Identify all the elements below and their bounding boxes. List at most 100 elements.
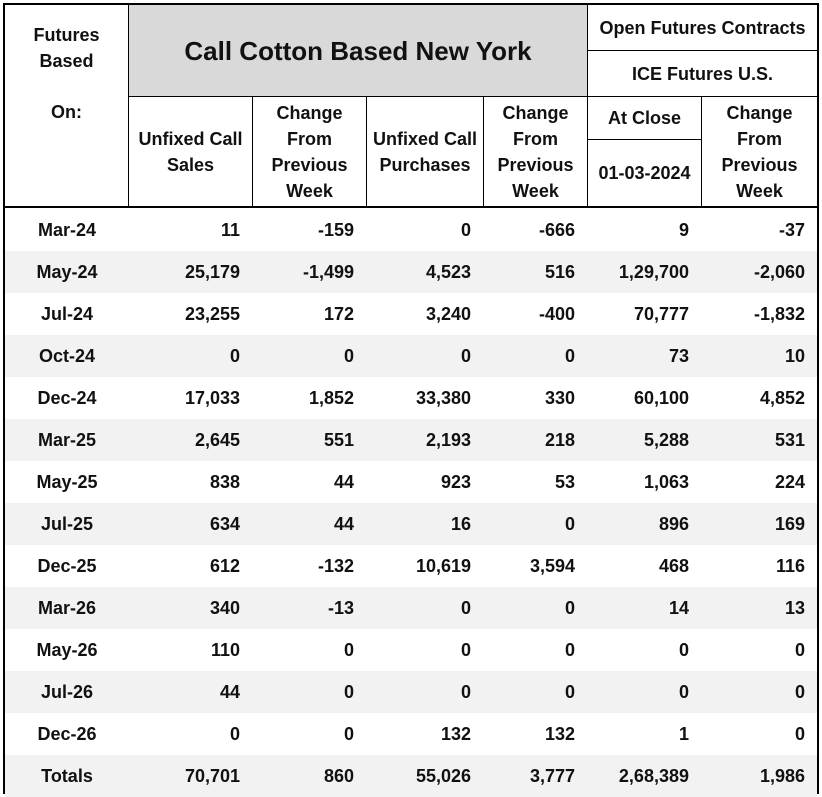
cell-purch: 33,380 bbox=[415, 388, 471, 408]
cell-purch: 10,619 bbox=[415, 556, 471, 576]
cell-close-chg: 13 bbox=[784, 598, 805, 618]
col-header-unfixed-purchases: Unfixed Call Purchases bbox=[367, 97, 484, 206]
row-label: Jul-24 bbox=[40, 304, 94, 324]
col-header-text: Sales bbox=[166, 154, 215, 175]
cell-sales-chg: 551 bbox=[323, 430, 354, 450]
at-close-text: At Close bbox=[607, 108, 681, 128]
table-row: May-25 838 44 923 53 1,063 224 bbox=[5, 461, 817, 503]
cell-close-chg: 0 bbox=[794, 682, 805, 702]
col-header-text: From bbox=[737, 128, 782, 149]
cell-close: 14 bbox=[668, 598, 689, 618]
cell-close-chg: -2,060 bbox=[753, 262, 805, 282]
table-row: Dec-26 0 0 132 132 1 0 bbox=[5, 713, 817, 755]
cell-purch: 3,240 bbox=[425, 304, 471, 324]
cell-sales-chg: -13 bbox=[327, 598, 354, 618]
cell-sales-chg: 0 bbox=[343, 724, 354, 744]
cell-purch: 16 bbox=[450, 514, 471, 534]
cell-purch-chg: 0 bbox=[564, 514, 575, 534]
row-label: Jul-26 bbox=[40, 682, 94, 702]
table-row: Mar-25 2,645 551 2,193 218 5,288 531 bbox=[5, 419, 817, 461]
row-label: May-24 bbox=[36, 262, 98, 282]
cell-sales-chg: 172 bbox=[323, 304, 354, 324]
open-futures-text: Open Futures Contracts bbox=[599, 17, 806, 38]
col-header-text: Previous bbox=[271, 154, 348, 175]
cell-close: 70,777 bbox=[633, 304, 689, 324]
col-header-date: 01-03-2024 bbox=[588, 140, 702, 206]
cell-sales: 634 bbox=[209, 514, 240, 534]
table-row: Oct-24 0 0 0 0 73 10 bbox=[5, 335, 817, 377]
cell-close: 1 bbox=[678, 724, 689, 744]
col-header-at-close: At Close bbox=[588, 97, 702, 140]
cell-sales: 25,179 bbox=[184, 262, 240, 282]
col-header-text: Unfixed Call bbox=[138, 128, 243, 149]
cell-close: 60,100 bbox=[633, 388, 689, 408]
row-label: May-26 bbox=[36, 640, 98, 660]
cell-purch-chg: 0 bbox=[564, 598, 575, 618]
cell-sales: 11 bbox=[220, 220, 240, 240]
cell-close: 0 bbox=[678, 682, 689, 702]
cell-purch: 4,523 bbox=[425, 262, 471, 282]
cell-sales: 110 bbox=[210, 640, 240, 660]
table-row: May-24 25,179 -1,499 4,523 516 1,29,700 -2,060 bbox=[5, 251, 817, 293]
cell-purch: 132 bbox=[440, 724, 471, 744]
cell-purch: 0 bbox=[460, 346, 471, 366]
date-text: 01-03-2024 bbox=[598, 163, 691, 183]
corner-line3: On: bbox=[51, 102, 82, 122]
cell-sales-chg: -159 bbox=[317, 220, 354, 240]
cell-sales: 70,701 bbox=[184, 766, 240, 786]
corner-header-lower: On: bbox=[5, 97, 129, 206]
table-row: Dec-25 612 -132 10,619 3,594 468 116 bbox=[5, 545, 817, 587]
col-header-unfixed-sales: Unfixed Call Sales bbox=[129, 97, 253, 206]
cell-close: 0 bbox=[678, 640, 689, 660]
cell-close-chg: 116 bbox=[775, 556, 805, 576]
cell-sales: 44 bbox=[219, 682, 240, 702]
corner-line1: Futures bbox=[33, 25, 100, 45]
cell-close-chg: 531 bbox=[774, 430, 805, 450]
col-header-text: Purchases bbox=[379, 154, 471, 175]
cell-sales-chg: 0 bbox=[343, 682, 354, 702]
col-header-text: Previous bbox=[497, 154, 574, 175]
cell-close: 5,288 bbox=[643, 430, 689, 450]
cell-sales: 612 bbox=[209, 556, 240, 576]
col-header-purchases-change: Change From Previous Week bbox=[484, 97, 588, 206]
cell-sales: 23,255 bbox=[184, 304, 240, 324]
corner-line2: Based bbox=[39, 51, 94, 71]
totals-row: Totals 70,701 860 55,026 3,777 2,68,389 1,986 bbox=[5, 755, 817, 797]
row-label: Dec-25 bbox=[37, 556, 97, 576]
cell-close-chg: 10 bbox=[784, 346, 805, 366]
cell-purch: 923 bbox=[440, 472, 471, 492]
row-label: Jul-25 bbox=[40, 514, 94, 534]
cell-close-chg: 224 bbox=[774, 472, 805, 492]
cell-close: 2,68,389 bbox=[618, 766, 689, 786]
col-header-sales-change: Change From Previous Week bbox=[253, 97, 367, 206]
cell-purch-chg: 516 bbox=[544, 262, 575, 282]
cell-purch: 0 bbox=[460, 220, 471, 240]
table-title: Call Cotton Based New York bbox=[129, 5, 588, 97]
cell-close-chg: 1,986 bbox=[759, 766, 805, 786]
cell-purch: 0 bbox=[460, 682, 471, 702]
col-header-text: Change bbox=[502, 102, 569, 123]
cell-sales-chg: 44 bbox=[333, 514, 354, 534]
cell-purch-chg: 3,777 bbox=[529, 766, 575, 786]
col-header-close-change: Change From Previous Week bbox=[702, 97, 817, 206]
cell-close-chg: 4,852 bbox=[759, 388, 805, 408]
cell-purch-chg: 330 bbox=[544, 388, 575, 408]
cell-close: 468 bbox=[658, 556, 689, 576]
table-row: Mar-26 340 -13 0 0 14 13 bbox=[5, 587, 817, 629]
cell-close-chg: 169 bbox=[774, 514, 805, 534]
cell-close-chg: -37 bbox=[778, 220, 805, 240]
cell-sales-chg: 44 bbox=[333, 472, 354, 492]
col-header-text: Week bbox=[512, 180, 559, 201]
table-row: May-26 110 0 0 0 0 0 bbox=[5, 629, 817, 671]
table-row: Mar-24 11 -159 0 -666 9 -37 bbox=[5, 209, 817, 251]
cell-sales: 340 bbox=[209, 598, 240, 618]
row-label: Mar-26 bbox=[37, 598, 97, 618]
col-header-text: Week bbox=[286, 180, 333, 201]
cell-purch-chg: -400 bbox=[538, 304, 575, 324]
cell-purch-chg: 0 bbox=[564, 640, 575, 660]
cell-close: 1,063 bbox=[643, 472, 689, 492]
cell-purch-chg: 132 bbox=[544, 724, 575, 744]
col-header-text: Unfixed Call bbox=[372, 128, 478, 149]
cell-close: 896 bbox=[658, 514, 689, 534]
table-row: Jul-24 23,255 172 3,240 -400 70,777 -1,832 bbox=[5, 293, 817, 335]
